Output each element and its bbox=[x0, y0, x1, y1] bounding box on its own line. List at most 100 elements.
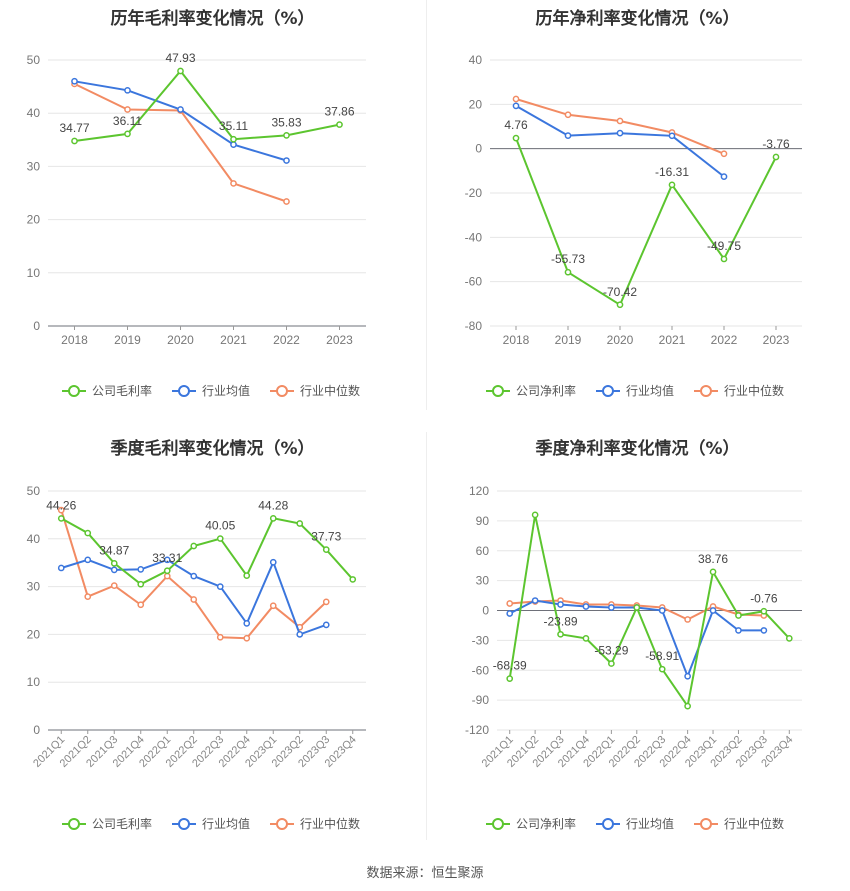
data-point bbox=[616, 129, 624, 137]
data-point bbox=[772, 153, 780, 161]
y-tick-label: 40 bbox=[27, 532, 41, 546]
data-point bbox=[582, 635, 590, 642]
data-point bbox=[269, 602, 277, 610]
data-label: -68.39 bbox=[493, 659, 527, 673]
legend-marker bbox=[602, 385, 614, 397]
data-label: 47.93 bbox=[165, 51, 195, 65]
legend-label: 行业中位数 bbox=[724, 816, 784, 831]
data-point bbox=[84, 593, 92, 600]
y-tick-label: -60 bbox=[465, 275, 483, 289]
y-tick-label: -20 bbox=[465, 186, 483, 200]
legend-marker bbox=[492, 385, 504, 397]
vertical-divider bbox=[426, 432, 427, 840]
data-point bbox=[506, 600, 514, 607]
data-point bbox=[668, 132, 676, 140]
x-tick-label: 2018 bbox=[503, 333, 530, 347]
y-tick-label: 120 bbox=[469, 484, 489, 498]
data-point bbox=[283, 198, 290, 205]
data-point bbox=[506, 610, 514, 617]
y-tick-label: 30 bbox=[27, 580, 41, 594]
data-point bbox=[336, 121, 343, 128]
legend-label: 公司净利率 bbox=[516, 383, 576, 398]
data-label: -53.29 bbox=[594, 644, 628, 658]
data-point bbox=[163, 567, 171, 575]
legend-label: 公司毛利率 bbox=[92, 816, 152, 831]
data-point bbox=[269, 514, 277, 522]
data-point bbox=[608, 660, 615, 667]
vertical-divider bbox=[426, 0, 427, 410]
data-label: 38.76 bbox=[698, 552, 728, 566]
data-point bbox=[71, 137, 78, 145]
data-point bbox=[735, 612, 742, 619]
data-point bbox=[84, 556, 92, 564]
data-point bbox=[177, 106, 184, 113]
chart-svg: -120-90-60-3003060901202021Q12021Q22021Q… bbox=[465, 484, 802, 831]
y-tick-label: 50 bbox=[27, 484, 41, 498]
chart-title: 季度毛利率变化情况（%） bbox=[110, 439, 315, 459]
data-point bbox=[190, 596, 198, 603]
series-line-2 bbox=[74, 82, 287, 203]
data-point bbox=[243, 634, 251, 642]
data-point bbox=[720, 150, 728, 158]
data-label: 44.26 bbox=[46, 498, 76, 512]
data-point bbox=[720, 173, 728, 180]
legend-label: 行业均值 bbox=[202, 816, 250, 831]
legend-label: 行业均值 bbox=[202, 383, 250, 398]
data-point bbox=[296, 631, 304, 638]
data-point bbox=[760, 607, 768, 615]
data-label: 4.76 bbox=[504, 118, 528, 132]
data-label: 40.05 bbox=[205, 519, 235, 533]
y-tick-label: 10 bbox=[27, 675, 41, 689]
data-point bbox=[684, 616, 691, 623]
data-label: -16.31 bbox=[655, 165, 689, 179]
data-point bbox=[785, 635, 793, 642]
y-tick-label: 10 bbox=[27, 266, 41, 280]
y-tick-label: 0 bbox=[475, 142, 482, 156]
chart-title: 季度净利率变化情况（%） bbox=[535, 439, 740, 459]
data-point bbox=[322, 546, 330, 554]
data-point bbox=[668, 181, 676, 189]
data-point bbox=[283, 132, 290, 139]
chart-annual-gross-margin: 历年毛利率变化情况（%） 0 10 20 30 40 50 2018 2019 2020 2021… bbox=[0, 0, 425, 430]
chart-annual-net-margin: 历年净利率变化情况（%） -80 -60 -40 -20 0 20 40 2018 2019 20… bbox=[425, 0, 850, 430]
x-tick-label: 2023 bbox=[763, 333, 790, 347]
data-point bbox=[110, 559, 118, 567]
x-tick-label: 2020 bbox=[607, 333, 634, 347]
y-tick-label: 90 bbox=[476, 514, 490, 528]
data-point bbox=[216, 583, 224, 590]
data-label: 37.73 bbox=[311, 530, 341, 544]
data-point bbox=[709, 607, 717, 614]
data-point bbox=[564, 132, 572, 139]
y-tick-label: -120 bbox=[465, 723, 489, 737]
chart-quarterly-gross-margin: 季度毛利率变化情况（%） 0 10 20 30 40 50 2021Q1 2021Q2 2021… bbox=[0, 430, 425, 860]
data-point bbox=[71, 77, 78, 85]
legend-marker bbox=[700, 385, 712, 397]
y-tick-label: 20 bbox=[469, 97, 483, 111]
data-label: -58.91 bbox=[645, 649, 679, 663]
data-point bbox=[322, 598, 330, 606]
data-point bbox=[243, 620, 251, 627]
data-point bbox=[512, 95, 520, 103]
data-label: 34.77 bbox=[59, 121, 89, 135]
legend-marker bbox=[178, 385, 190, 397]
data-point bbox=[137, 566, 145, 573]
data-label: 33.31 bbox=[152, 551, 182, 565]
data-point bbox=[616, 117, 624, 125]
data-label: -23.89 bbox=[544, 614, 578, 628]
data-point bbox=[177, 67, 184, 75]
data-point bbox=[684, 702, 691, 710]
x-tick-label: 2023 bbox=[326, 333, 353, 347]
data-point bbox=[658, 607, 666, 614]
series-line-1 bbox=[509, 599, 764, 679]
data-label: 35.83 bbox=[271, 115, 301, 129]
x-tick-label: 2018 bbox=[61, 333, 88, 347]
series-line-0 bbox=[60, 517, 354, 586]
data-point bbox=[322, 621, 330, 629]
y-tick-label: 50 bbox=[27, 53, 41, 67]
x-tick-label: 2022 bbox=[711, 333, 738, 347]
data-point bbox=[760, 627, 768, 634]
data-point bbox=[216, 633, 224, 641]
legend-label: 行业均值 bbox=[626, 816, 674, 831]
series-line-0 bbox=[508, 514, 791, 709]
data-label: -55.73 bbox=[551, 252, 585, 266]
